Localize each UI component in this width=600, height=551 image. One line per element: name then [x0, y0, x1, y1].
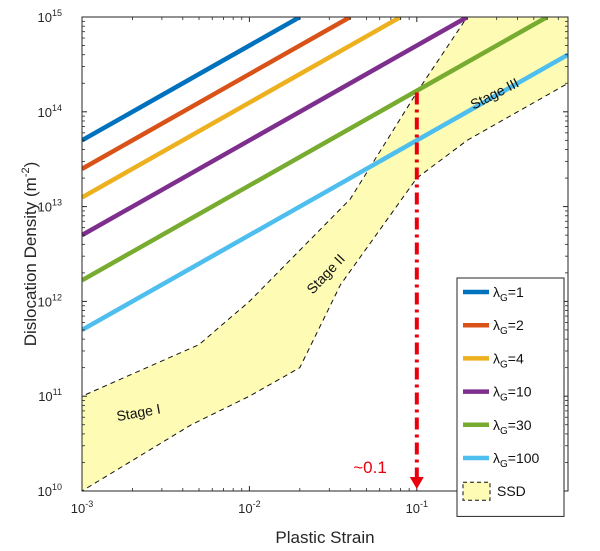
- legend-symbol: λ: [493, 284, 500, 300]
- series-line-4: [82, 17, 469, 238]
- series-line-6: [82, 52, 568, 332]
- y-tick-exp: 13: [52, 198, 62, 208]
- y-tick-exp: 10: [52, 482, 62, 492]
- plot-area-border: [81, 16, 569, 492]
- legend-swatch-ssd: [462, 481, 491, 501]
- y-tick-label: 1012: [38, 292, 62, 309]
- series-layer: [82, 17, 568, 332]
- legend-label-1: λG=1: [493, 284, 524, 304]
- legend-value: =30: [508, 417, 532, 433]
- legend-subscript: G: [500, 359, 508, 370]
- y-tick-label: 1014: [38, 103, 62, 120]
- series-line-5: [82, 17, 549, 283]
- y-tick-base: 10: [38, 294, 52, 309]
- y-tick-label: 1015: [38, 8, 62, 25]
- x-tick-base: 10: [238, 501, 252, 516]
- annotation-layer: ~0.1: [353, 92, 424, 489]
- legend-value: =2: [508, 317, 524, 333]
- x-tick-exp: -1: [420, 499, 428, 509]
- y-tick-exp: 11: [53, 387, 62, 397]
- legend-label-5: λG=30: [493, 417, 532, 437]
- legend-value: =1: [508, 284, 524, 300]
- legend-label-6: λG=100: [493, 450, 540, 470]
- y-tick-base: 10: [38, 10, 52, 25]
- legend-value: =100: [508, 450, 540, 466]
- y-tick-label: 1010: [38, 482, 62, 499]
- y-tick-exp: 15: [52, 8, 62, 18]
- legend-symbol: λ: [493, 450, 500, 466]
- y-axis-label-close: ): [21, 162, 40, 168]
- x-tick-exp: -2: [253, 499, 261, 509]
- y-tick-label: 1013: [38, 198, 62, 215]
- y-tick-label: 1011: [38, 387, 62, 404]
- legend-subscript: G: [500, 293, 508, 304]
- legend-label-ssd: SSD: [497, 483, 526, 499]
- ssd-region-layer: [82, 17, 568, 491]
- legend-label-4: λG=10: [493, 384, 532, 404]
- y-tick-exp: 14: [52, 103, 62, 113]
- series-line-3: [82, 17, 402, 200]
- legend-symbol: λ: [493, 350, 500, 366]
- legend-symbol: λ: [493, 384, 500, 400]
- legend-subscript: G: [500, 326, 508, 337]
- ssd-region: [82, 17, 568, 491]
- x-axis-label: Plastic Strain: [275, 528, 374, 547]
- y-axis-label-main: Dislocation Density (m: [21, 177, 40, 346]
- x-tick-label: 10-1: [406, 499, 428, 516]
- y-tick-exp: 12: [52, 292, 62, 302]
- y-axis-label-sup: -2: [20, 167, 32, 177]
- legend-subscript: G: [500, 459, 508, 470]
- legend-label-2: λG=2: [493, 317, 524, 337]
- legend-label-3: λG=4: [493, 350, 524, 370]
- legend-symbol: λ: [493, 417, 500, 433]
- x-tick-label: 10-2: [238, 499, 260, 516]
- legend-subscript: G: [500, 393, 508, 404]
- y-tick-base: 10: [38, 105, 52, 120]
- x-tick-base: 10: [406, 501, 420, 516]
- y-tick-base: 10: [38, 484, 52, 499]
- x-tick-label: 10-3: [71, 499, 93, 516]
- legend-value: =4: [508, 350, 524, 366]
- x-tick-base: 10: [71, 501, 85, 516]
- stage-label-1: Stage I: [115, 401, 161, 424]
- legend-symbol: λ: [493, 317, 500, 333]
- y-axis-label: Dislocation Density (m-2): [20, 162, 40, 347]
- series-line-1: [82, 17, 301, 143]
- y-tick-base: 10: [38, 389, 52, 404]
- strain-marker-arrowhead: [409, 477, 424, 489]
- legend-box: [456, 277, 565, 517]
- legend-value: =10: [508, 384, 532, 400]
- y-tick-base: 10: [38, 200, 52, 215]
- strain-marker-label: ~0.1: [353, 458, 387, 477]
- series-line-2: [82, 17, 352, 171]
- legend-subscript: G: [500, 426, 508, 437]
- x-tick-exp: -3: [85, 499, 93, 509]
